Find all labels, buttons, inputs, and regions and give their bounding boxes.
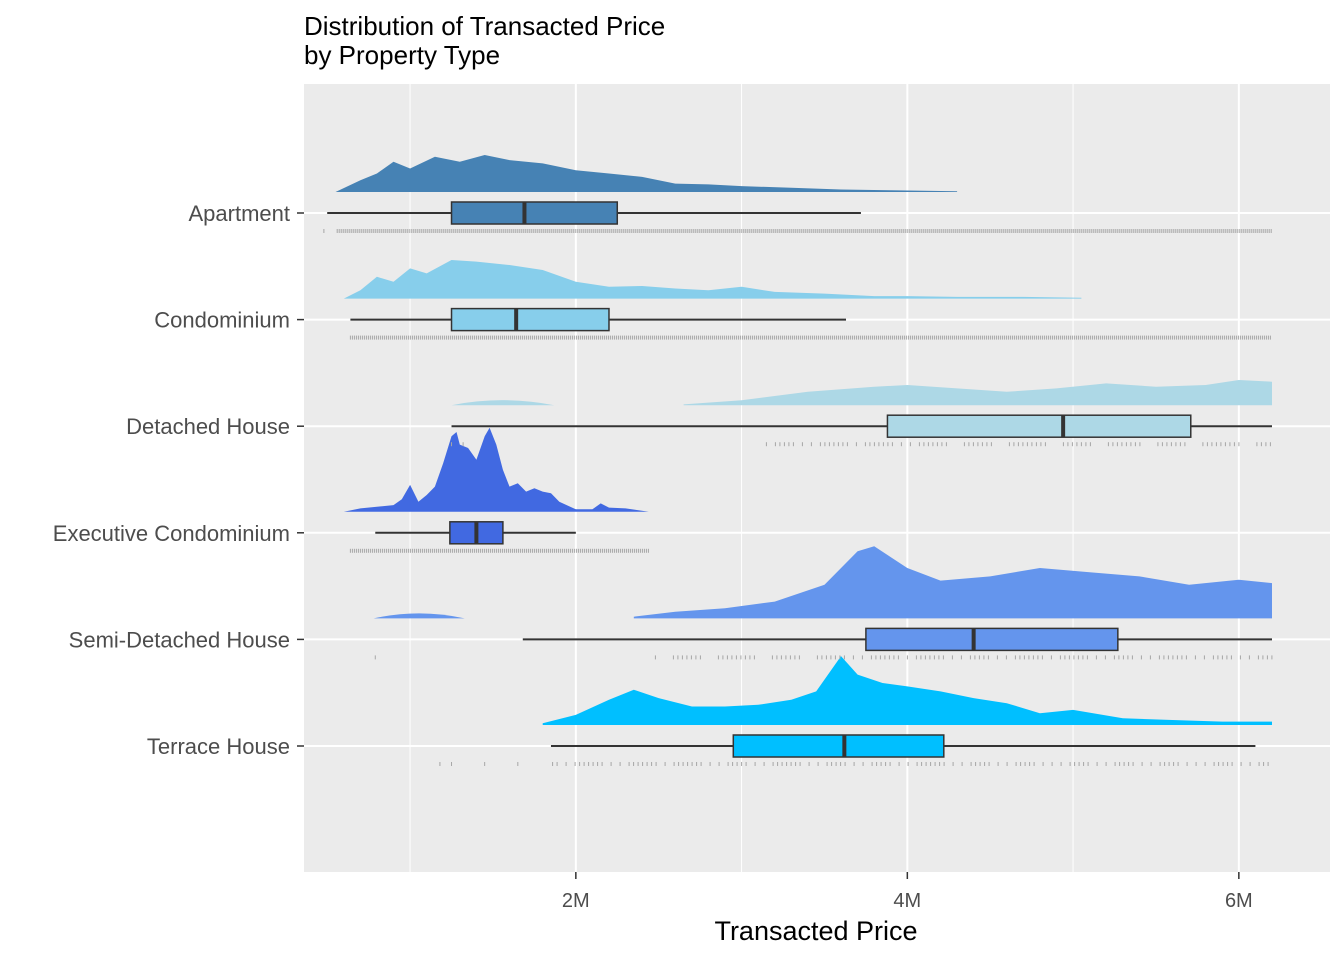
density-clouds bbox=[335, 155, 1272, 725]
box-apartment bbox=[450, 201, 619, 225]
density-terrace-house bbox=[542, 656, 1272, 725]
chart-title: Distribution of Transacted Price bbox=[304, 11, 665, 41]
x-tick-label: 6M bbox=[1225, 890, 1253, 912]
category-label: Condominium bbox=[154, 308, 290, 333]
box-detached-house bbox=[886, 414, 1192, 438]
category-label: Semi-Detached House bbox=[69, 627, 290, 652]
density-island-detached-house bbox=[451, 400, 555, 406]
density-semi-detached-house bbox=[633, 546, 1272, 619]
x-axis: 2M 4M 6M bbox=[562, 872, 1253, 912]
category-label: Apartment bbox=[189, 201, 291, 226]
category-label: Detached House bbox=[126, 414, 290, 439]
density-island-semi-detached-house bbox=[373, 613, 465, 619]
category-label: Executive Condominium bbox=[53, 521, 290, 546]
box-terrace-house bbox=[732, 734, 945, 758]
rug-marks bbox=[323, 229, 1273, 766]
x-axis-title: Transacted Price bbox=[714, 916, 917, 946]
density-detached-house bbox=[683, 380, 1272, 406]
category-label: Terrace House bbox=[147, 734, 290, 759]
x-tick-label: 2M bbox=[562, 890, 590, 912]
box-condominium bbox=[450, 307, 610, 332]
chart-subtitle: by Property Type bbox=[304, 40, 500, 70]
x-tick-label: 4M bbox=[893, 890, 921, 912]
y-axis: Terrace House Semi-Detached House Executiv… bbox=[53, 201, 304, 759]
density-condominium bbox=[343, 260, 1082, 299]
density-executive-condominium bbox=[343, 427, 649, 512]
box-semi-detached-house bbox=[865, 627, 1119, 652]
box-plots bbox=[327, 201, 1272, 758]
density-apartment bbox=[335, 155, 958, 192]
